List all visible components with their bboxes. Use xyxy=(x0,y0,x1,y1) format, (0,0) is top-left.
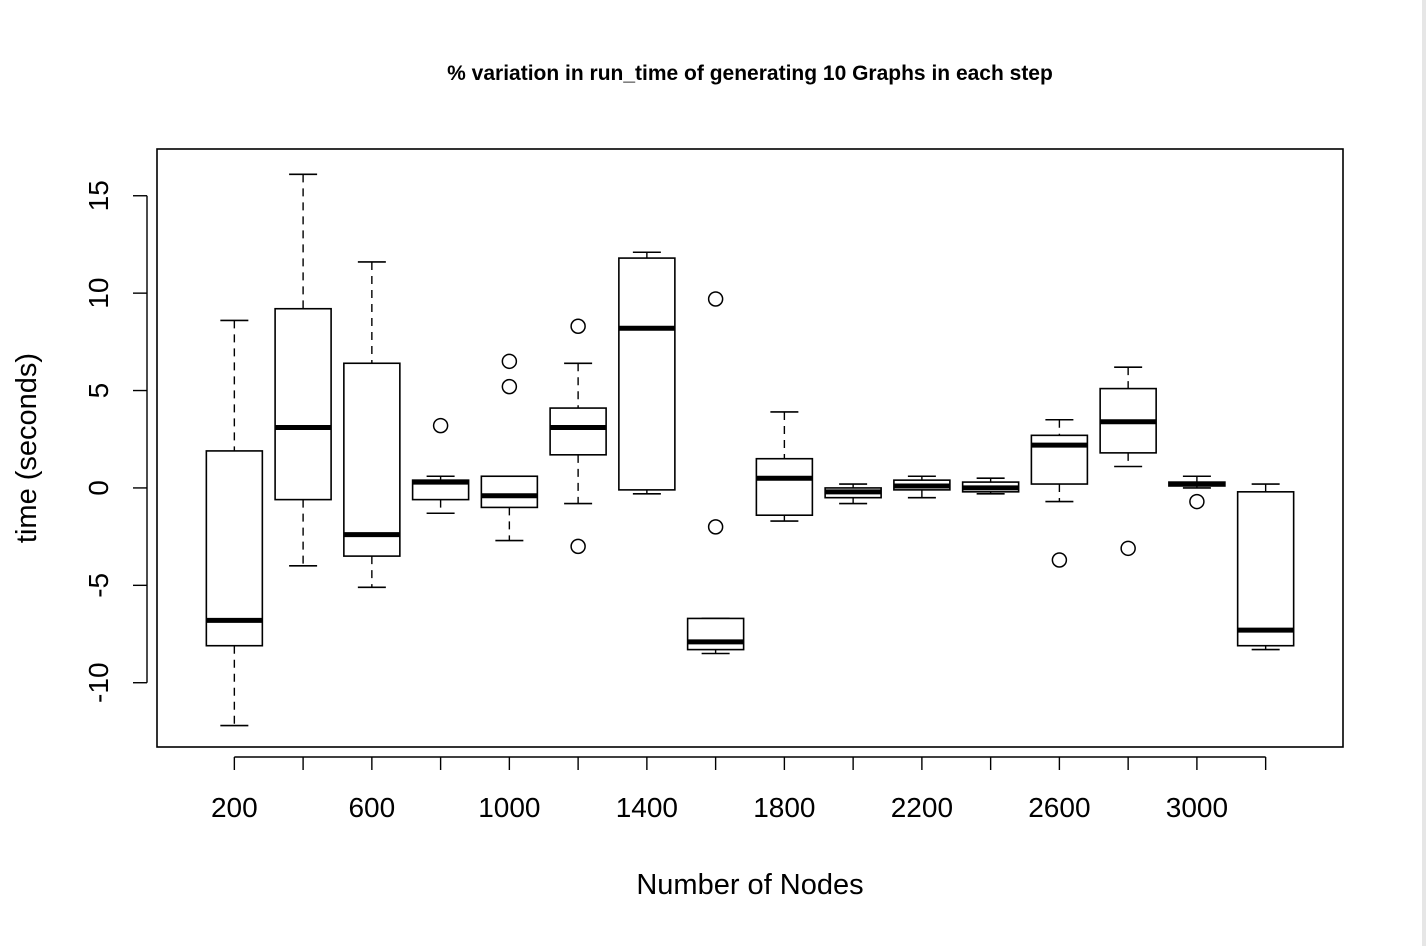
box-600 xyxy=(343,261,401,589)
box-iqr xyxy=(1236,491,1295,647)
box-1200 xyxy=(549,318,607,555)
box-2000 xyxy=(824,483,882,505)
plot-frame xyxy=(156,148,1344,748)
y-axis-label: time (seconds) xyxy=(11,353,43,543)
box-2200 xyxy=(893,475,951,499)
box-iqr xyxy=(618,257,676,491)
box-1400 xyxy=(618,251,676,495)
outlier-point xyxy=(1120,540,1136,557)
y-axis: -10 -5 0 5 10 15 xyxy=(83,180,148,703)
x-tick-label: 2600 xyxy=(1028,792,1090,823)
outlier-point xyxy=(501,378,518,395)
x-tick-label: 1800 xyxy=(753,792,815,823)
box-400 xyxy=(274,173,332,567)
y-tick-label: 15 xyxy=(83,180,114,211)
y-tick-label: -10 xyxy=(83,662,114,702)
box-1000 xyxy=(480,353,539,542)
x-tick-label: 200 xyxy=(211,792,258,823)
box-series xyxy=(205,173,1295,727)
x-axis: 200 600 1000 1400 1800 2200 2600 3000 xyxy=(211,756,1267,823)
box-iqr xyxy=(686,617,745,651)
outlier-point xyxy=(707,519,724,535)
box-800 xyxy=(411,417,470,515)
y-tick-label: 5 xyxy=(83,383,114,399)
box-iqr xyxy=(480,475,539,509)
box-1600 xyxy=(686,291,745,655)
y-tick-label: 10 xyxy=(83,278,114,309)
y-tick-label: 0 xyxy=(83,480,114,496)
box-2800 xyxy=(1099,366,1157,557)
x-tick-label: 2200 xyxy=(891,792,953,823)
box-iqr xyxy=(549,407,607,456)
box-1800 xyxy=(755,411,814,522)
x-axis-label: Number of Nodes xyxy=(636,869,863,901)
box-iqr xyxy=(205,450,264,647)
x-tick-label: 600 xyxy=(348,792,395,823)
box-3000 xyxy=(1168,475,1226,510)
outlier-point xyxy=(1051,552,1068,568)
box-iqr xyxy=(343,362,401,557)
outlier-point xyxy=(1189,493,1205,510)
box-200 xyxy=(205,319,264,727)
box-2400 xyxy=(961,477,1020,495)
chart-title: % variation in run_time of generating 10… xyxy=(447,62,1053,85)
box-iqr xyxy=(274,307,332,501)
window-edge xyxy=(1422,0,1426,946)
y-tick-label: -5 xyxy=(83,573,114,598)
box-2600 xyxy=(1030,418,1089,568)
outlier-point xyxy=(707,291,724,307)
outlier-point xyxy=(501,353,518,370)
outlier-point xyxy=(432,417,449,434)
x-tick-label: 1000 xyxy=(478,792,540,823)
x-tick-label: 3000 xyxy=(1166,792,1228,823)
box-iqr xyxy=(755,457,814,517)
outlier-point xyxy=(570,538,586,555)
box-3200 xyxy=(1236,483,1295,651)
outlier-point xyxy=(570,318,586,335)
x-tick-label: 1400 xyxy=(616,792,678,823)
